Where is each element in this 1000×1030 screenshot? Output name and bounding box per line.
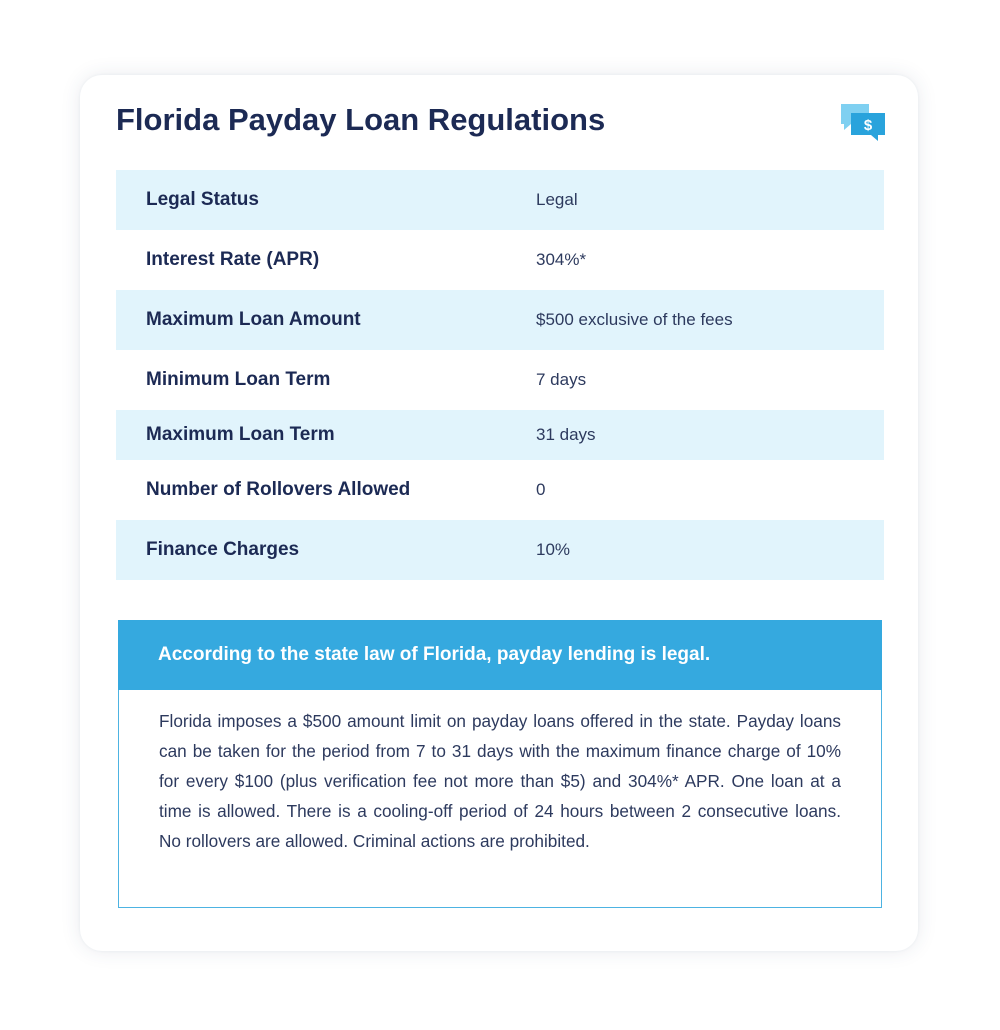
table-row: Finance Charges 10% <box>116 520 884 580</box>
info-box: According to the state law of Florida, p… <box>118 620 882 908</box>
row-label: Legal Status <box>146 189 259 210</box>
svg-text:$: $ <box>864 117 873 134</box>
table-row: Legal Status Legal <box>116 170 884 230</box>
row-value: 304%* <box>536 250 587 269</box>
table-row: Minimum Loan Term 7 days <box>116 350 884 410</box>
regulations-card: Florida Payday Loan Regulations $ Legal … <box>80 75 918 951</box>
row-value: 7 days <box>536 370 587 389</box>
row-value: Legal <box>536 190 578 209</box>
table-row: Number of Rollovers Allowed 0 <box>116 460 884 520</box>
row-label: Maximum Loan Term <box>146 424 335 445</box>
regulations-table: Legal Status Legal Interest Rate (APR) 3… <box>116 170 884 580</box>
row-label: Interest Rate (APR) <box>146 249 320 270</box>
table-row: Interest Rate (APR) 304%* <box>116 230 884 290</box>
row-value: 31 days <box>536 425 596 444</box>
info-heading: According to the state law of Florida, p… <box>158 644 711 665</box>
info-body: Florida imposes a $500 amount limit on p… <box>159 711 841 851</box>
info-header: According to the state law of Florida, p… <box>118 620 882 690</box>
row-label: Minimum Loan Term <box>146 369 331 390</box>
row-value: $500 exclusive of the fees <box>536 310 733 329</box>
row-label: Maximum Loan Amount <box>146 309 361 330</box>
table-row: Maximum Loan Amount $500 exclusive of th… <box>116 290 884 350</box>
page-title: Florida Payday Loan Regulations <box>116 102 606 137</box>
row-label: Number of Rollovers Allowed <box>146 479 411 500</box>
table-row: Maximum Loan Term 31 days <box>116 410 884 460</box>
chat-dollar-icon: $ <box>841 104 885 141</box>
row-value: 0 <box>536 480 546 499</box>
row-label: Finance Charges <box>146 539 300 560</box>
row-value: 10% <box>536 540 571 559</box>
